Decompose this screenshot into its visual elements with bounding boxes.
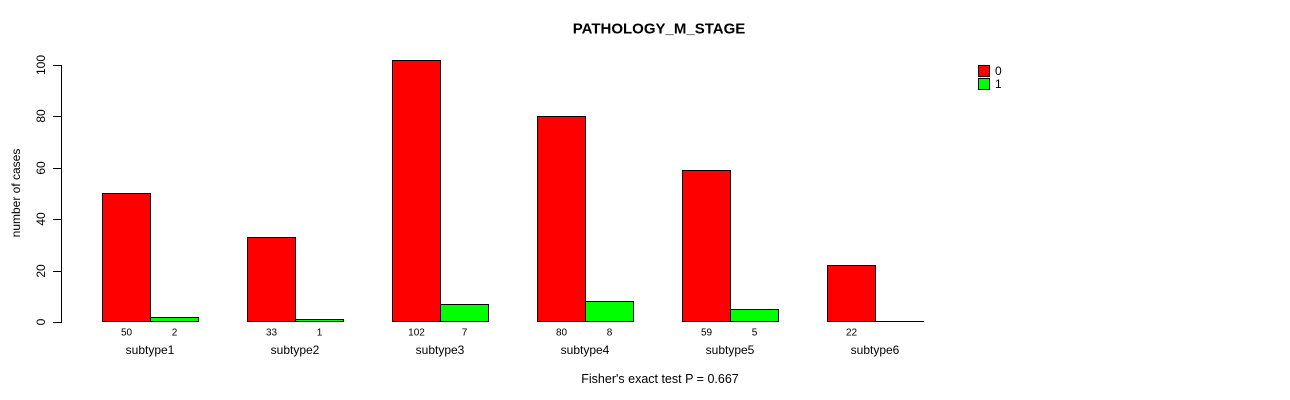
x-category-label: subtype1 <box>125 343 175 357</box>
bar-0-subtype1 <box>102 193 151 322</box>
y-tick <box>53 168 61 169</box>
x-category-label: subtype4 <box>560 343 610 357</box>
y-tick <box>53 219 61 220</box>
bar-1-subtype4 <box>585 301 634 322</box>
chart-title: PATHOLOGY_M_STAGE <box>572 20 746 38</box>
y-tick <box>53 116 61 117</box>
x-category-label: subtype3 <box>415 343 465 357</box>
bar-value-label: 50 <box>120 327 133 339</box>
y-tick <box>53 322 61 323</box>
bar-0-subtype6 <box>827 265 876 322</box>
bar-1-subtype2 <box>295 319 344 322</box>
bar-1-subtype6 <box>875 321 924 322</box>
x-category-label: subtype5 <box>705 343 755 357</box>
bar-value-label: 80 <box>555 327 568 339</box>
bar-0-subtype2 <box>247 237 296 322</box>
bar-value-label: 22 <box>845 327 858 339</box>
bar-0-subtype5 <box>682 170 731 322</box>
y-tick <box>53 65 61 66</box>
bar-1-subtype3 <box>440 304 489 322</box>
y-axis-line <box>61 65 62 323</box>
x-category-label: subtype6 <box>850 343 900 357</box>
bar-value-label: 1 <box>316 327 323 339</box>
legend-swatch-1 <box>978 78 990 90</box>
bar-value-label: 102 <box>408 327 425 339</box>
legend-label-0: 0 <box>995 64 1002 78</box>
bar-value-label: 5 <box>751 327 758 339</box>
bar-value-label: 33 <box>265 327 278 339</box>
bar-1-subtype1 <box>150 317 199 322</box>
legend-label-1: 1 <box>995 77 1002 91</box>
bar-value-label: 7 <box>461 327 468 339</box>
caption-fisher-test: Fisher's exact test P = 0.667 <box>581 372 739 386</box>
bar-value-label: 59 <box>700 327 713 339</box>
x-category-label: subtype2 <box>270 343 320 357</box>
bar-0-subtype3 <box>392 60 441 322</box>
bar-value-label: 2 <box>171 327 178 339</box>
y-tick <box>53 271 61 272</box>
bar-value-label: 8 <box>606 327 613 339</box>
legend-swatch-0 <box>978 65 990 77</box>
bar-1-subtype5 <box>730 309 779 322</box>
bar-0-subtype4 <box>537 116 586 322</box>
